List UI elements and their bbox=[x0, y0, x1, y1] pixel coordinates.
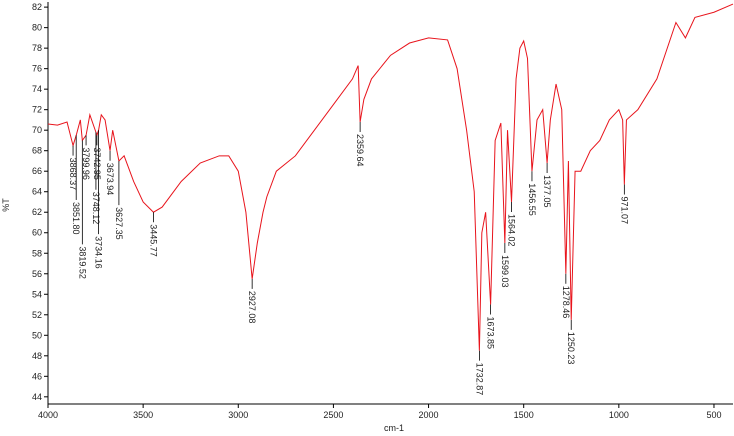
peak-label: 1673.85 bbox=[486, 317, 496, 350]
peak-label: 1278.46 bbox=[561, 286, 571, 319]
peak-label: 971.07 bbox=[619, 197, 629, 225]
x-tick-label: 3000 bbox=[228, 410, 248, 420]
x-axis-title: cm-1 bbox=[384, 423, 404, 433]
y-tick-label: 68 bbox=[32, 146, 42, 156]
y-tick-label: 62 bbox=[32, 207, 42, 217]
y-tick-label: 78 bbox=[32, 43, 42, 53]
x-tick-label: 4000 bbox=[38, 410, 58, 420]
peak-label: 3748.12 bbox=[91, 192, 101, 225]
peak-label: 2359.64 bbox=[355, 134, 365, 167]
spectrum-line bbox=[47, 3, 734, 351]
x-tick-label: 1000 bbox=[609, 410, 629, 420]
y-tick-label: 52 bbox=[32, 310, 42, 320]
peak-label: 1377.05 bbox=[542, 175, 552, 208]
peak-label: 1599.03 bbox=[500, 255, 510, 288]
x-tick-label: 2000 bbox=[419, 410, 439, 420]
peak-label: 3868.37 bbox=[68, 158, 78, 191]
peak-label: 3742.95 bbox=[92, 147, 102, 180]
y-tick-label: 82 bbox=[32, 2, 42, 12]
y-tick-label: 58 bbox=[32, 248, 42, 258]
x-tick-label: 2500 bbox=[323, 410, 343, 420]
x-tick-label: 1500 bbox=[514, 410, 534, 420]
y-tick-label: 76 bbox=[32, 64, 42, 74]
peak-label: 3851.80 bbox=[71, 202, 81, 235]
y-tick-label: 64 bbox=[32, 187, 42, 197]
x-tick-label: 3500 bbox=[133, 410, 153, 420]
y-axis-title: %T bbox=[1, 198, 11, 212]
y-tick-label: 66 bbox=[32, 166, 42, 176]
peak-label: 3819.52 bbox=[77, 246, 87, 279]
y-tick-label: 70 bbox=[32, 125, 42, 135]
y-tick-label: 80 bbox=[32, 23, 42, 33]
peak-label: 2927.08 bbox=[247, 291, 257, 324]
y-tick-label: 72 bbox=[32, 105, 42, 115]
peak-label: 1564.02 bbox=[507, 214, 517, 247]
x-tick-label: 500 bbox=[706, 410, 721, 420]
peak-label: 1732.87 bbox=[474, 363, 484, 396]
y-tick-label: 44 bbox=[32, 392, 42, 402]
y-tick-label: 74 bbox=[32, 84, 42, 94]
peak-label: 3445.77 bbox=[148, 224, 158, 257]
y-tick-label: 46 bbox=[32, 371, 42, 381]
y-tick-label: 56 bbox=[32, 269, 42, 279]
y-tick-label: 54 bbox=[32, 289, 42, 299]
peak-label: 3673.94 bbox=[105, 163, 115, 196]
y-tick-label: 50 bbox=[32, 330, 42, 340]
peak-label: 1456.55 bbox=[527, 183, 537, 216]
y-tick-label: 48 bbox=[32, 351, 42, 361]
peak-label: 3627.35 bbox=[114, 207, 124, 240]
peak-label: 3734.16 bbox=[94, 236, 104, 269]
peak-label: 1250.23 bbox=[566, 332, 576, 365]
y-tick-label: 60 bbox=[32, 228, 42, 238]
peak-label: 3799.96 bbox=[81, 147, 91, 180]
